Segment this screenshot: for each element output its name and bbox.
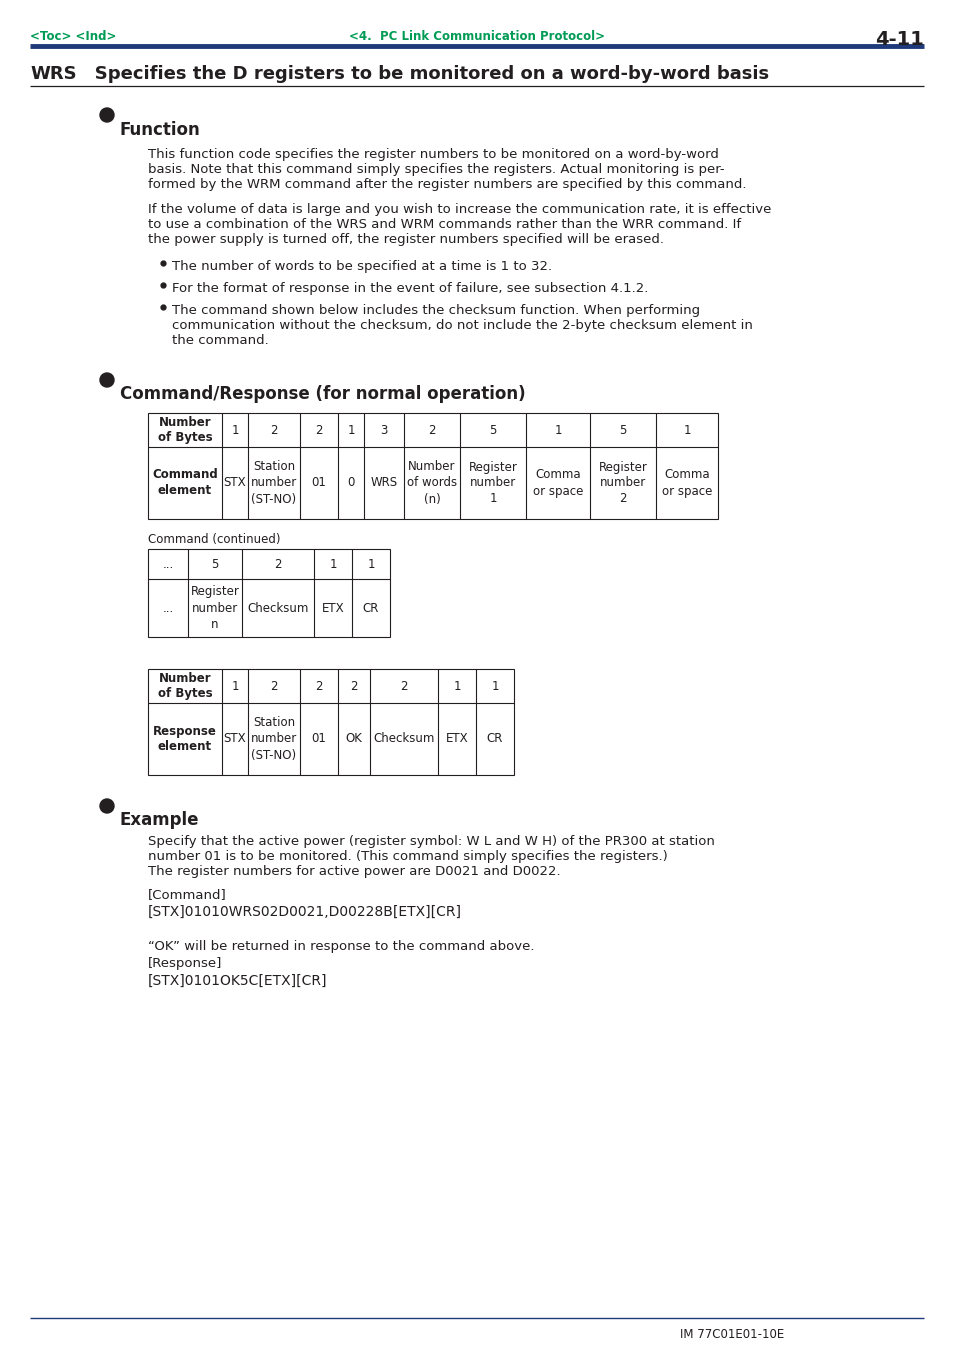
Text: 2: 2 [270,423,277,436]
Text: 5: 5 [212,558,218,570]
Text: Comma
or space: Comma or space [661,469,712,497]
Text: Number
of Bytes: Number of Bytes [157,671,213,701]
Text: Register
number
1: Register number 1 [468,461,517,505]
Text: the power supply is turned off, the register numbers specified will be erased.: the power supply is turned off, the regi… [148,232,663,246]
Bar [148,669,514,775]
Text: 1: 1 [491,680,498,693]
Text: If the volume of data is large and you wish to increase the communication rate, : If the volume of data is large and you w… [148,203,771,216]
Text: 1: 1 [453,680,460,693]
Text: CR: CR [486,732,502,746]
Text: 2: 2 [270,680,277,693]
Text: IM 77C01E01-10E: IM 77C01E01-10E [679,1328,783,1342]
Text: basis. Note that this command simply specifies the registers. Actual monitoring : basis. Note that this command simply spe… [148,163,724,176]
Text: [STX]01010WRS02D0021,D00228B[ETX][CR]: [STX]01010WRS02D0021,D00228B[ETX][CR] [148,905,461,919]
Text: CR: CR [362,601,378,615]
Text: 2: 2 [350,680,357,693]
Text: Register
number
2: Register number 2 [598,461,647,505]
Text: 2: 2 [400,680,407,693]
Text: Response
element: Response element [152,724,216,754]
Text: Example: Example [120,811,199,830]
Text: Command
element: Command element [152,469,217,497]
Text: For the format of response in the event of failure, see subsection 4.1.2.: For the format of response in the event … [172,282,648,295]
Circle shape [100,373,113,386]
Text: Command/Response (for normal operation): Command/Response (for normal operation) [120,385,525,403]
Text: [STX]0101OK5C[ETX][CR]: [STX]0101OK5C[ETX][CR] [148,974,327,988]
Text: the command.: the command. [172,334,269,347]
Text: number 01 is to be monitored. (This command simply specifies the registers.): number 01 is to be monitored. (This comm… [148,850,667,863]
Text: 1: 1 [231,423,238,436]
Text: OK: OK [345,732,362,746]
Text: Function: Function [120,122,200,139]
Text: 2: 2 [428,423,436,436]
Text: ...: ... [162,558,173,570]
Text: <4.  PC Link Communication Protocol>: <4. PC Link Communication Protocol> [349,30,604,43]
Text: Comma
or space: Comma or space [533,469,582,497]
Text: 1: 1 [554,423,561,436]
Text: This function code specifies the register numbers to be monitored on a word-by-w: This function code specifies the registe… [148,149,719,161]
Text: WRS: WRS [370,477,397,489]
Text: 0: 0 [347,477,355,489]
Text: “OK” will be returned in response to the command above.: “OK” will be returned in response to the… [148,940,534,952]
Text: Station
number
(ST-NO): Station number (ST-NO) [251,716,296,762]
Text: 3: 3 [380,423,387,436]
Text: Number
of Bytes: Number of Bytes [157,416,213,444]
Text: 2: 2 [274,558,281,570]
Text: 4-11: 4-11 [874,30,923,49]
Text: Checksum: Checksum [247,601,309,615]
Circle shape [100,108,113,122]
Text: Command (continued): Command (continued) [148,534,280,546]
Bar [148,413,718,519]
Text: WRS: WRS [30,65,76,82]
Text: STX: STX [223,732,246,746]
Text: 2: 2 [314,680,322,693]
Circle shape [100,798,113,813]
Text: 1: 1 [682,423,690,436]
Text: ...: ... [162,601,173,615]
Text: 1: 1 [231,680,238,693]
Text: Specify that the active power (register symbol: W L and W H) of the PR300 at sta: Specify that the active power (register … [148,835,714,848]
Text: [Response]: [Response] [148,957,222,970]
Text: The number of words to be specified at a time is 1 to 32.: The number of words to be specified at a… [172,259,552,273]
Text: 01: 01 [312,477,326,489]
Text: The command shown below includes the checksum function. When performing: The command shown below includes the che… [172,304,700,317]
Text: Number
of words
(n): Number of words (n) [407,461,456,505]
Text: to use a combination of the WRS and WRM commands rather than the WRR command. If: to use a combination of the WRS and WRM … [148,218,740,231]
Text: 2: 2 [314,423,322,436]
Text: formed by the WRM command after the register numbers are specified by this comma: formed by the WRM command after the regi… [148,178,745,190]
Text: 1: 1 [367,558,375,570]
Text: Register
number
n: Register number n [191,585,239,631]
Text: Checksum: Checksum [373,732,435,746]
Text: 5: 5 [489,423,497,436]
Text: The register numbers for active power are D0021 and D0022.: The register numbers for active power ar… [148,865,560,878]
Text: Specifies the D registers to be monitored on a word-by-word basis: Specifies the D registers to be monitore… [76,65,768,82]
Text: 1: 1 [329,558,336,570]
Text: ETX: ETX [445,732,468,746]
Text: ETX: ETX [321,601,344,615]
Text: 5: 5 [618,423,626,436]
Bar [148,549,390,638]
Text: <Toc> <Ind>: <Toc> <Ind> [30,30,116,43]
Text: 01: 01 [312,732,326,746]
Text: [Command]: [Command] [148,888,227,901]
Text: Station
number
(ST-NO): Station number (ST-NO) [251,461,296,505]
Text: communication without the checksum, do not include the 2-byte checksum element i: communication without the checksum, do n… [172,319,752,332]
Text: 1: 1 [347,423,355,436]
Text: STX: STX [223,477,246,489]
